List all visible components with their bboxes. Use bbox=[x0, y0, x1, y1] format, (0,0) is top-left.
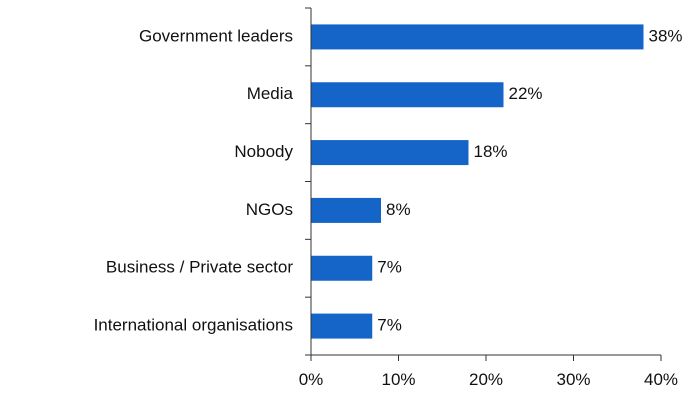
data-label: 22% bbox=[509, 84, 543, 103]
bar bbox=[311, 198, 381, 223]
category-labels-group: Government leaders Media Nobody NGOs Busines… bbox=[94, 26, 294, 334]
category-label: Nobody bbox=[234, 142, 293, 161]
category-label: Government leaders bbox=[139, 26, 293, 45]
data-label: 7% bbox=[377, 316, 402, 335]
bar bbox=[311, 24, 644, 49]
bar bbox=[311, 82, 504, 107]
x-tick-label: 10% bbox=[381, 370, 415, 389]
category-label: Media bbox=[247, 84, 294, 103]
category-label: NGOs bbox=[246, 200, 293, 219]
data-label: 18% bbox=[474, 142, 508, 161]
category-label: Business / Private sector bbox=[106, 258, 293, 277]
x-tick-label: 0% bbox=[299, 370, 324, 389]
bar bbox=[311, 256, 372, 281]
data-labels-group: 38% 22% 18% 8% 7% 7% bbox=[377, 26, 682, 334]
data-label: 8% bbox=[386, 200, 411, 219]
data-label: 38% bbox=[649, 26, 683, 45]
x-tick-label: 30% bbox=[556, 370, 590, 389]
bar bbox=[311, 140, 469, 165]
x-tick-label: 40% bbox=[644, 370, 678, 389]
data-label: 7% bbox=[377, 258, 402, 277]
bars-group bbox=[311, 24, 644, 338]
x-tick-label: 20% bbox=[469, 370, 503, 389]
bar bbox=[311, 314, 372, 339]
category-label: International organisations bbox=[94, 316, 293, 335]
